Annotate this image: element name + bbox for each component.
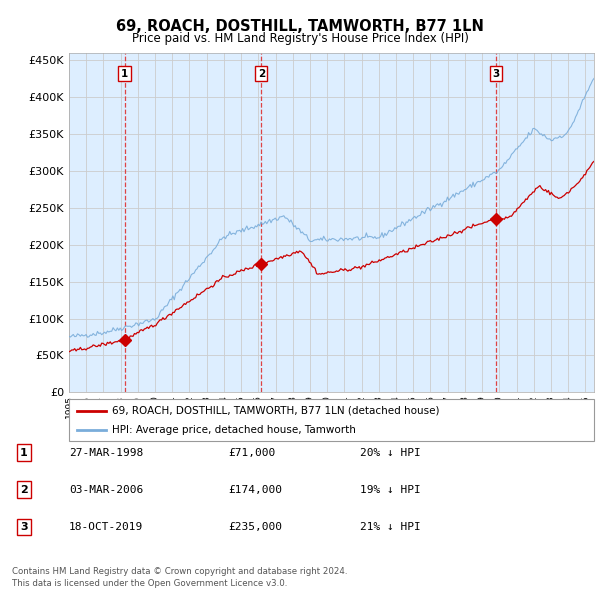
Text: HPI: Average price, detached house, Tamworth: HPI: Average price, detached house, Tamw… <box>112 425 356 435</box>
Text: 20% ↓ HPI: 20% ↓ HPI <box>360 448 421 457</box>
Text: 69, ROACH, DOSTHILL, TAMWORTH, B77 1LN (detached house): 69, ROACH, DOSTHILL, TAMWORTH, B77 1LN (… <box>112 406 440 416</box>
Text: 69, ROACH, DOSTHILL, TAMWORTH, B77 1LN: 69, ROACH, DOSTHILL, TAMWORTH, B77 1LN <box>116 19 484 34</box>
Text: 21% ↓ HPI: 21% ↓ HPI <box>360 522 421 532</box>
Text: 27-MAR-1998: 27-MAR-1998 <box>69 448 143 457</box>
Text: 1: 1 <box>121 69 128 78</box>
Text: 19% ↓ HPI: 19% ↓ HPI <box>360 485 421 494</box>
Text: 18-OCT-2019: 18-OCT-2019 <box>69 522 143 532</box>
Text: 2: 2 <box>20 485 28 494</box>
Text: £71,000: £71,000 <box>228 448 275 457</box>
Text: 3: 3 <box>20 522 28 532</box>
Text: £174,000: £174,000 <box>228 485 282 494</box>
Text: Price paid vs. HM Land Registry's House Price Index (HPI): Price paid vs. HM Land Registry's House … <box>131 32 469 45</box>
Text: 3: 3 <box>492 69 500 78</box>
Text: Contains HM Land Registry data © Crown copyright and database right 2024.
This d: Contains HM Land Registry data © Crown c… <box>12 568 347 588</box>
Text: 03-MAR-2006: 03-MAR-2006 <box>69 485 143 494</box>
Text: 2: 2 <box>257 69 265 78</box>
Text: £235,000: £235,000 <box>228 522 282 532</box>
Text: 1: 1 <box>20 448 28 457</box>
